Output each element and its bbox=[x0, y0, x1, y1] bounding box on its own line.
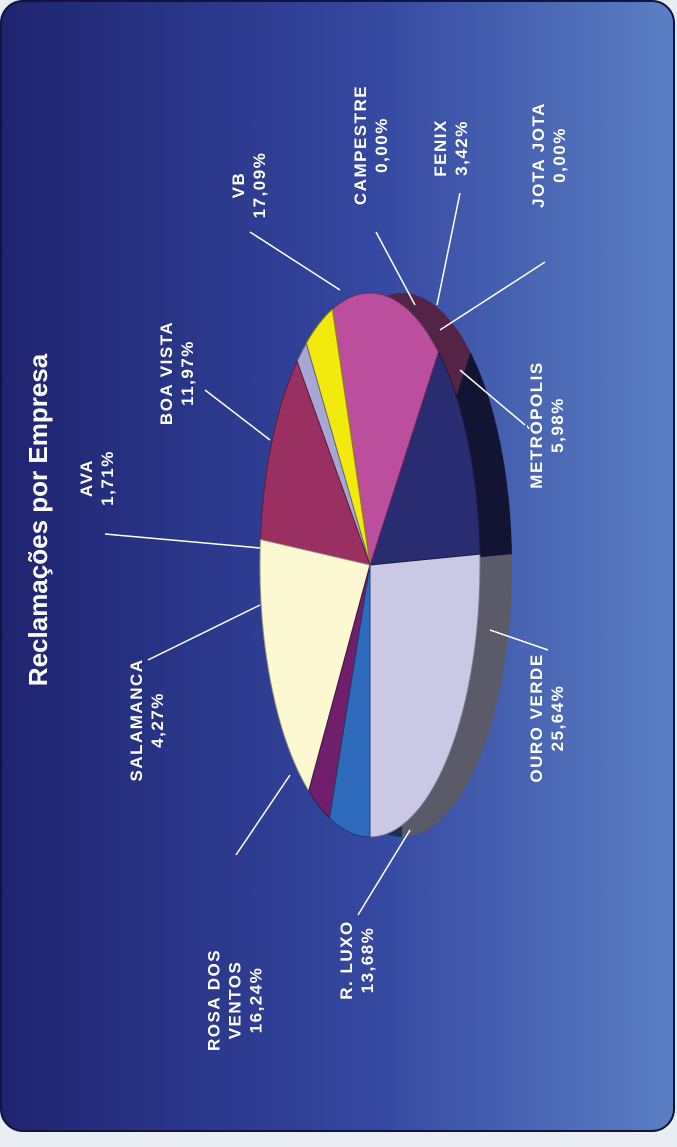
chart-title: Reclamações por Empresa bbox=[23, 353, 53, 686]
slice-ouro-verde bbox=[369, 553, 481, 838]
slice-label-metr-polis: METRÓPOLIS 5,98% bbox=[527, 361, 567, 488]
slice-value-vb: 17,09% bbox=[250, 152, 269, 219]
leader-line-fenix bbox=[436, 192, 461, 306]
slice-value-ava: 1,71% bbox=[98, 450, 117, 506]
slice-label-rosa-dos-ventos: ROSA DOS VENTOS 16,24% bbox=[204, 949, 265, 1051]
slice-label-ouro-verde: OURO VERDE 25,64% bbox=[527, 653, 567, 782]
slice-label-campestre: CAMPESTRE 0,00% bbox=[351, 85, 391, 205]
leader-line-campestre bbox=[375, 231, 416, 306]
slice-metr-polis bbox=[329, 564, 371, 838]
slice-rosa-dos-ventos bbox=[331, 292, 439, 566]
leader-lines-group bbox=[104, 192, 549, 916]
slice-label-r-luxo: R. LUXO 13,68% bbox=[337, 920, 377, 999]
slice-name-metr-polis: METRÓPOLIS bbox=[527, 361, 546, 488]
slice-name-fenix: FENIX bbox=[431, 119, 450, 177]
slice-value-salamanca: 4,27% bbox=[148, 692, 167, 748]
slice-label-fenix: FENIX 3,42% bbox=[431, 119, 471, 177]
slice-label-ava: AVA 1,71% bbox=[77, 450, 117, 506]
slice-vb bbox=[259, 538, 371, 793]
leader-line-jota-jota bbox=[439, 261, 546, 331]
slice-name-ouro-verde: OURO VERDE bbox=[527, 653, 546, 782]
slice-label-boa-vista: BOA VISTA 11,97% bbox=[157, 321, 197, 425]
slice-name-ava: AVA bbox=[77, 459, 96, 497]
leader-line-ouro-verde bbox=[489, 629, 549, 651]
slice-value-jota-jota: 0,00% bbox=[550, 127, 569, 183]
slice-r-luxo bbox=[369, 350, 481, 566]
slice-value-ouro-verde: 25,64% bbox=[548, 685, 567, 752]
slice-name-salamanca: SALAMANCA bbox=[127, 658, 146, 781]
slice-labels-group: OURO VERDE 25,64% R. LUXO 13,68% ROSA DOS VEN… bbox=[77, 85, 569, 1051]
leader-line-metr-polis bbox=[459, 369, 526, 426]
chart-title-group: Reclamações por Empresa bbox=[23, 353, 53, 686]
slice-value-r-luxo: 13,68% bbox=[358, 927, 377, 994]
slice-label-salamanca: SALAMANCA 4,27% bbox=[127, 658, 167, 781]
leader-line-salamanca bbox=[147, 604, 261, 661]
slice-value-metr-polis: 5,98% bbox=[548, 397, 567, 453]
slice-boa-vista bbox=[259, 360, 371, 566]
slice-name-jota-jota: JOTA JOTA bbox=[529, 102, 548, 208]
slice-value-rosa-dos-ventos: 16,24% bbox=[246, 967, 265, 1034]
leader-line-vb bbox=[249, 231, 341, 291]
leader-line-ava bbox=[104, 533, 261, 549]
slice-label-vb: VB 17,09% bbox=[229, 152, 269, 219]
slice-name-rosa-dos-ventos: ROSA DOS bbox=[204, 949, 223, 1051]
slice-value-boa-vista: 11,97% bbox=[178, 340, 197, 406]
pie-top-group bbox=[259, 292, 481, 838]
slice-name-r-luxo: R. LUXO bbox=[337, 920, 356, 999]
leader-line-boa-vista bbox=[204, 389, 271, 441]
slice-name-rosa-dos-ventos: VENTOS bbox=[225, 961, 244, 1040]
slice-name-vb: VB bbox=[229, 172, 248, 199]
slice-value-campestre: 0,00% bbox=[372, 117, 391, 173]
slice-name-boa-vista: BOA VISTA bbox=[157, 321, 176, 425]
slice-value-fenix: 3,42% bbox=[452, 120, 471, 176]
slice-label-jota-jota: JOTA JOTA 0,00% bbox=[529, 102, 569, 208]
slice-name-campestre: CAMPESTRE bbox=[351, 85, 370, 205]
leader-line-r-luxo bbox=[357, 829, 411, 916]
leader-line-rosa-dos-ventos bbox=[235, 774, 291, 856]
